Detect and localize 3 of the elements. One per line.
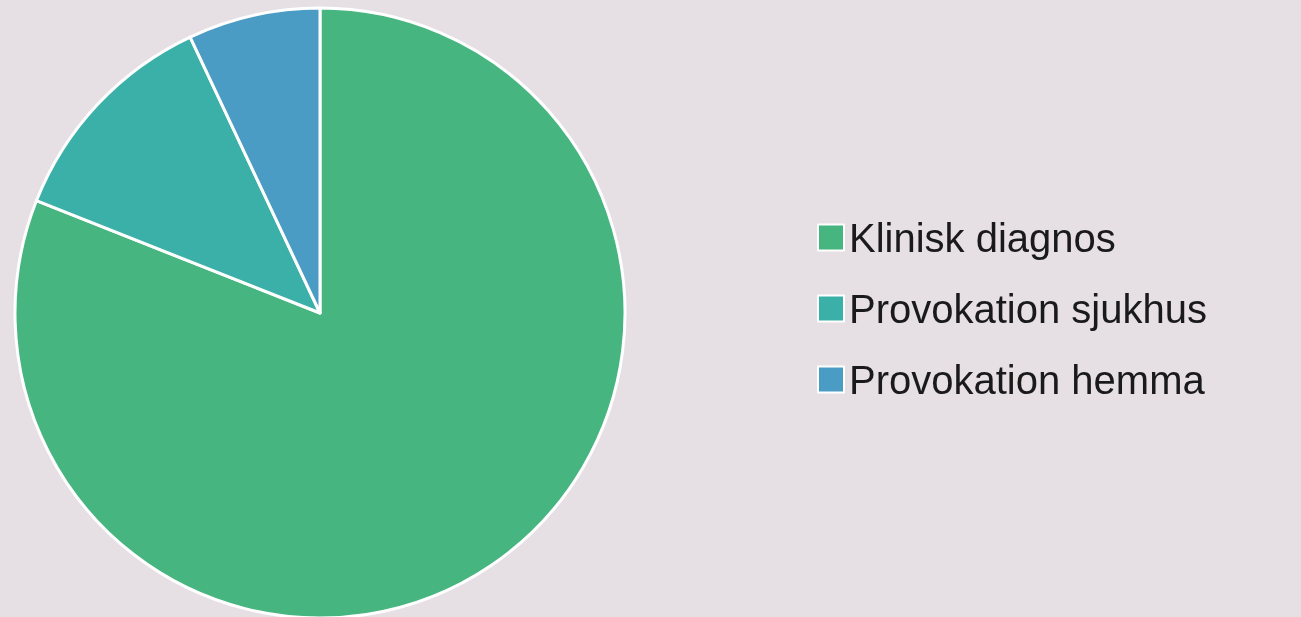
legend-label: Klinisk diagnos [849, 215, 1116, 260]
legend-label: Provokation hemma [849, 357, 1206, 402]
legend-label: Provokation sjukhus [849, 286, 1207, 331]
